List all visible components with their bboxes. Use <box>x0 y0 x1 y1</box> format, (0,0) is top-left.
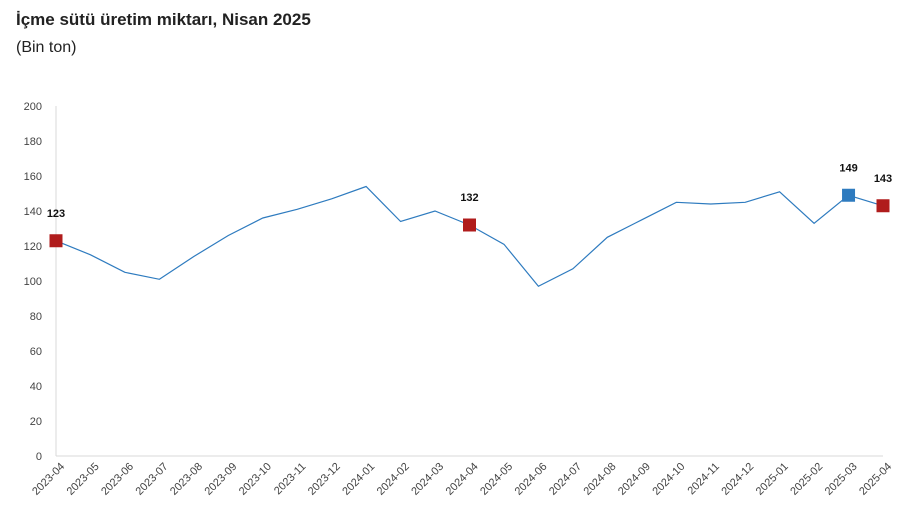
x-tick-label: 2023-06 <box>99 461 136 498</box>
x-tick-label: 2023-08 <box>168 461 205 498</box>
data-marker <box>842 188 856 202</box>
y-tick-label: 40 <box>30 381 42 393</box>
x-tick-label: 2023-05 <box>65 461 102 498</box>
x-tick-label: 2023-10 <box>237 461 274 498</box>
y-tick-label: 100 <box>24 276 42 288</box>
y-tick-label: 160 <box>24 171 42 183</box>
x-tick-label: 2023-09 <box>202 461 239 498</box>
x-tick-label: 2024-01 <box>340 461 377 498</box>
y-tick-label: 80 <box>30 311 42 323</box>
chart-subtitle: (Bin ton) <box>16 39 77 56</box>
x-tick-label: 2023-12 <box>306 461 343 498</box>
y-tick-label: 60 <box>30 346 42 358</box>
chart-title: İçme sütü üretim miktarı, Nisan 2025 <box>16 10 311 29</box>
x-tick-label: 2024-05 <box>478 461 515 498</box>
data-marker <box>876 199 890 213</box>
data-label: 132 <box>460 192 478 204</box>
x-tick-label: 2024-02 <box>375 461 412 498</box>
x-tick-label: 2025-03 <box>823 461 860 498</box>
x-tick-label: 2024-12 <box>719 461 756 498</box>
y-tick-label: 180 <box>24 136 42 148</box>
x-tick-label: 2023-11 <box>272 461 308 497</box>
x-tick-label: 2024-11 <box>685 461 721 497</box>
x-tick-label: 2024-07 <box>547 461 584 498</box>
x-tick-label: 2025-02 <box>788 461 825 498</box>
x-tick-label: 2023-04 <box>30 461 67 498</box>
data-marker <box>463 218 476 232</box>
x-tick-label: 2023-07 <box>134 461 171 498</box>
x-tick-label: 2025-01 <box>754 461 791 498</box>
y-tick-label: 0 <box>36 451 42 463</box>
data-label: 123 <box>47 208 65 220</box>
x-tick-label: 2024-04 <box>444 461 481 498</box>
y-tick-label: 20 <box>30 416 42 428</box>
y-tick-label: 140 <box>24 206 42 218</box>
x-tick-label: 2024-03 <box>409 461 446 498</box>
x-tick-label: 2024-08 <box>582 461 619 498</box>
data-label: 143 <box>874 173 892 185</box>
x-tick-label: 2024-09 <box>616 461 653 498</box>
y-tick-label: 200 <box>24 101 42 113</box>
x-tick-label: 2024-06 <box>513 461 550 498</box>
x-tick-label: 2024-10 <box>650 461 687 498</box>
data-label: 149 <box>839 162 857 174</box>
y-tick-label: 120 <box>24 241 42 253</box>
x-tick-label: 2025-04 <box>857 461 894 498</box>
data-marker <box>49 234 63 248</box>
